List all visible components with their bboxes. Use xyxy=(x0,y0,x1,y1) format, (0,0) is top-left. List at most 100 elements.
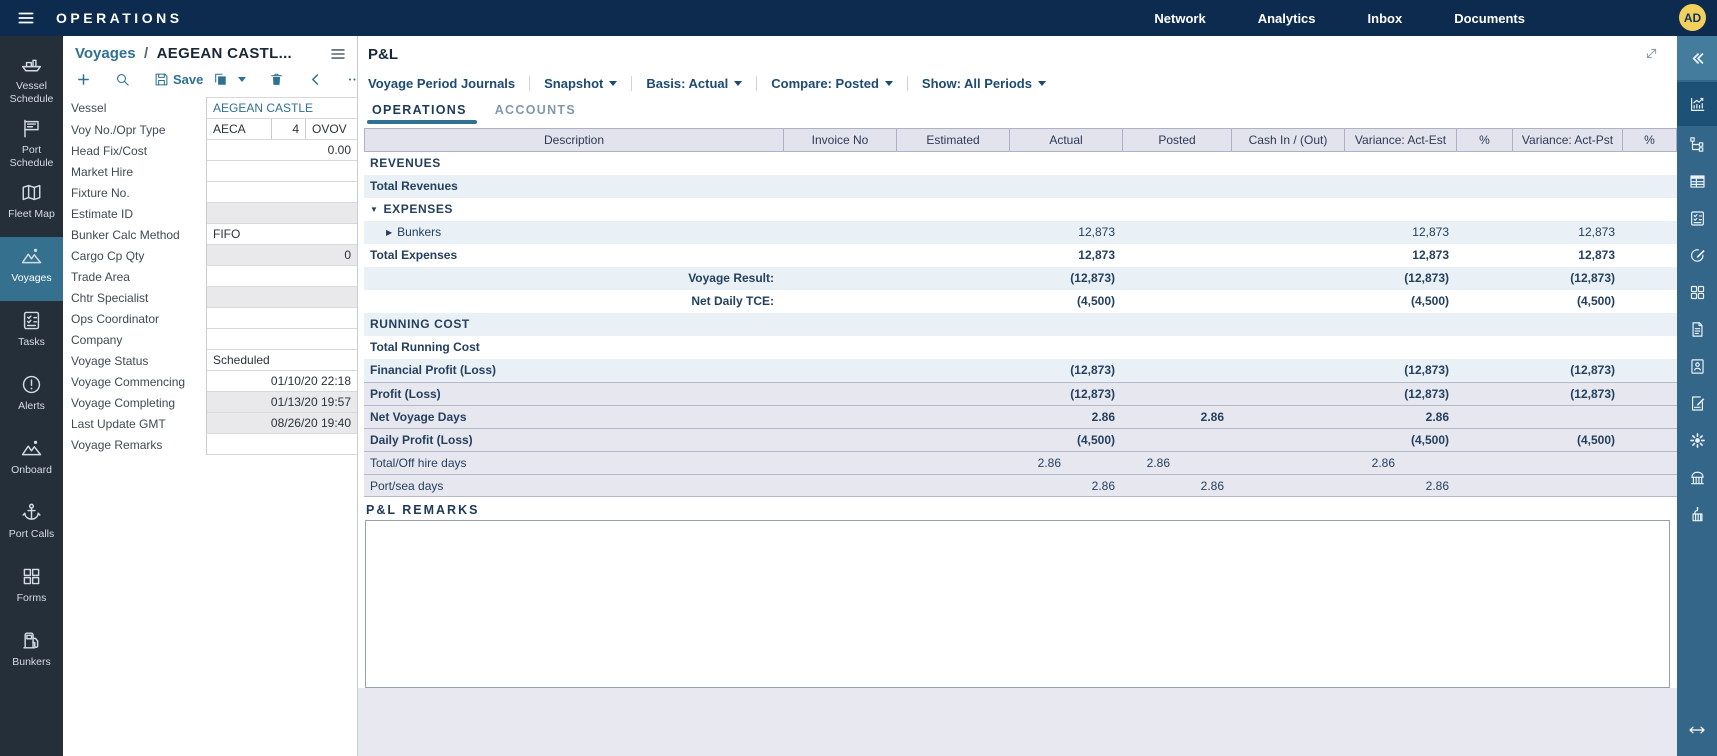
column-header-cash-in-out[interactable]: Cash In / (Out) xyxy=(1232,129,1345,151)
column-header-actual[interactable]: Actual xyxy=(1010,129,1123,151)
field-estimate-id[interactable] xyxy=(206,203,357,224)
field-vessel[interactable]: AEGEAN CASTLE xyxy=(206,97,357,119)
pl-toolbar-compare-posted[interactable]: Compare: Posted xyxy=(756,75,907,91)
field-voyage-completing[interactable]: 01/13/20 19:57 xyxy=(206,392,357,413)
table-row-total-running-cost[interactable]: Total Running Cost xyxy=(364,336,1677,359)
field-market-hire[interactable] xyxy=(206,161,357,182)
panel-menu-icon[interactable] xyxy=(329,45,347,63)
rail-checklist-icon[interactable] xyxy=(1677,200,1717,237)
field-fixture-no[interactable] xyxy=(206,182,357,203)
field-ops-coordinator[interactable] xyxy=(206,308,357,329)
sidebar-item-vessel-schedule[interactable]: Vessel Schedule xyxy=(0,45,63,109)
sidebar-item-onboard[interactable]: Onboard xyxy=(0,429,63,493)
sidebar-item-port-calls[interactable]: Port Calls xyxy=(0,493,63,557)
field-part[interactable]: 4 xyxy=(271,119,305,139)
field-part[interactable]: AECA xyxy=(213,122,246,136)
field-last-update-gmt[interactable]: 08/26/20 19:40 xyxy=(206,413,357,434)
rail-table-icon[interactable] xyxy=(1677,163,1717,200)
field-company[interactable] xyxy=(206,329,357,350)
field-chtr-specialist[interactable] xyxy=(206,287,357,308)
table-row-net-voyage-days[interactable]: Net Voyage Days 2.86 2.86 2.86 xyxy=(364,405,1677,428)
save-button[interactable]: Save xyxy=(153,71,203,88)
sidebar-item-tasks[interactable]: Tasks xyxy=(0,301,63,365)
cell-actual: (12,873) xyxy=(1070,363,1115,377)
table-row-total-revenues[interactable]: Total Revenues xyxy=(364,175,1677,198)
column-header-invoice-no[interactable]: Invoice No xyxy=(784,129,897,151)
pl-toolbar-snapshot[interactable]: Snapshot xyxy=(529,75,631,91)
column-header-variance-act-pst[interactable]: Variance: Act-Pst xyxy=(1513,129,1623,151)
cell-var_pst: 12,873 xyxy=(1578,248,1615,262)
field-head-fix-cost[interactable]: 0.00 xyxy=(206,140,357,161)
table-row-total-off-hire-days[interactable]: Total/Off hire days 2.86 2.86 2.86 xyxy=(364,451,1677,474)
copy-button[interactable] xyxy=(212,71,247,88)
rail-analytics-chart-icon[interactable] xyxy=(1677,82,1717,126)
column-header-pct_est[interactable]: % xyxy=(1457,129,1513,151)
table-row-bunkers[interactable]: ▶ Bunkers 12,873 12,873 12,873 xyxy=(364,221,1677,244)
table-row-financial-profit-loss[interactable]: Financial Profit (Loss) (12,873) (12,873) (… xyxy=(364,359,1677,382)
rail-grid-icon[interactable] xyxy=(1677,274,1717,311)
tab-accounts[interactable]: ACCOUNTS xyxy=(494,103,576,117)
table-row-expenses[interactable]: ▼ EXPENSES xyxy=(364,198,1677,221)
back-button[interactable] xyxy=(307,71,324,88)
table-row-revenues[interactable]: REVENUES xyxy=(364,152,1677,175)
avatar[interactable]: AD xyxy=(1679,4,1706,31)
expand-caret-icon[interactable]: ▶ xyxy=(386,228,393,237)
rail-gear-icon[interactable] xyxy=(1677,422,1717,459)
rail-collapse-left-icon[interactable] xyxy=(1677,36,1717,80)
collapse-caret-icon[interactable]: ▼ xyxy=(370,205,379,214)
table-row-daily-profit-loss[interactable]: Daily Profit (Loss) (4,500) (4,500) (4,500) xyxy=(364,428,1677,451)
sidebar-item-alerts[interactable]: Alerts xyxy=(0,365,63,429)
column-header-posted[interactable]: Posted xyxy=(1123,129,1232,151)
field-voyage-status[interactable]: Scheduled xyxy=(206,350,357,371)
rail-compose-icon[interactable] xyxy=(1677,237,1717,274)
pl-remarks-input[interactable] xyxy=(365,520,1670,688)
delete-button[interactable] xyxy=(268,71,285,88)
table-row-profit-loss[interactable]: Profit (Loss) (12,873) (12,873) (12,873) xyxy=(364,382,1677,405)
table-row-port-sea-days[interactable]: Port/sea days 2.86 2.86 2.86 xyxy=(364,474,1677,497)
form-row: Trade Area xyxy=(63,266,357,287)
table-row-net-daily-tce[interactable]: Net Daily TCE: (4,500) (4,500) (4,500) xyxy=(364,290,1677,313)
column-header-estimated[interactable]: Estimated xyxy=(897,129,1010,151)
field-voy-no-opr-type[interactable]: AECA 4 OVOV xyxy=(206,119,357,140)
pl-toolbar-show-all-periods[interactable]: Show: All Periods xyxy=(906,75,1060,91)
sidebar-item-bunkers[interactable]: Bunkers xyxy=(0,621,63,685)
nav-item-inbox[interactable]: Inbox xyxy=(1367,10,1403,26)
rail-columns-icon[interactable] xyxy=(1677,459,1717,496)
chevron-down-icon xyxy=(734,80,743,86)
nav-item-analytics[interactable]: Analytics xyxy=(1257,10,1316,26)
sidebar-item-voyages[interactable]: Voyages xyxy=(0,237,63,301)
rail-crane-icon[interactable] xyxy=(1677,496,1717,533)
rail-hierarchy-icon[interactable] xyxy=(1677,126,1717,163)
sidebar-item-port-schedule[interactable]: Port Schedule xyxy=(0,109,63,173)
rail-document-icon[interactable] xyxy=(1677,311,1717,348)
table-row-voyage-result[interactable]: Voyage Result: (12,873) (12,873) (12,873) xyxy=(364,267,1677,290)
cell-var_est xyxy=(1345,198,1457,221)
column-header-pct_pst[interactable]: % xyxy=(1623,129,1677,151)
tab-operations[interactable]: OPERATIONS xyxy=(367,103,477,124)
rail-note-edit-icon[interactable] xyxy=(1677,385,1717,422)
collapse-diagonal-icon[interactable] xyxy=(1644,46,1659,61)
column-header-description[interactable]: Description xyxy=(364,129,784,151)
row-description: Total/Off hire days xyxy=(364,452,784,475)
field-bunker-calc-method[interactable]: FIFO xyxy=(206,224,357,245)
sidebar-item-forms[interactable]: Forms xyxy=(0,557,63,621)
search-button[interactable] xyxy=(114,71,131,88)
field-cargo-cp-qty[interactable]: 0 xyxy=(206,245,357,266)
field-voyage-remarks[interactable] xyxy=(206,434,357,455)
table-row-running-cost[interactable]: RUNNING COST xyxy=(364,313,1677,336)
pl-toolbar-basis-actual[interactable]: Basis: Actual xyxy=(631,75,756,91)
hamburger-icon[interactable] xyxy=(16,8,36,28)
column-header-variance-act-est[interactable]: Variance: Act-Est xyxy=(1345,129,1457,151)
sidebar-item-fleet-map[interactable]: Fleet Map xyxy=(0,173,63,237)
field-part[interactable]: OVOV xyxy=(305,119,357,139)
add-button[interactable] xyxy=(75,71,92,88)
pl-toolbar-voyage-period-journals[interactable]: Voyage Period Journals xyxy=(368,76,529,91)
field-voyage-commencing[interactable]: 01/10/20 22:18 xyxy=(206,371,357,392)
field-trade-area[interactable] xyxy=(206,266,357,287)
rail-contact-card-icon[interactable] xyxy=(1677,348,1717,385)
nav-item-documents[interactable]: Documents xyxy=(1454,10,1525,26)
resize-horizontal-icon[interactable] xyxy=(1687,720,1707,740)
breadcrumb-voyages-link[interactable]: Voyages xyxy=(75,45,136,62)
nav-item-network[interactable]: Network xyxy=(1154,10,1206,26)
table-row-total-expenses[interactable]: Total Expenses 12,873 12,873 12,873 xyxy=(364,244,1677,267)
